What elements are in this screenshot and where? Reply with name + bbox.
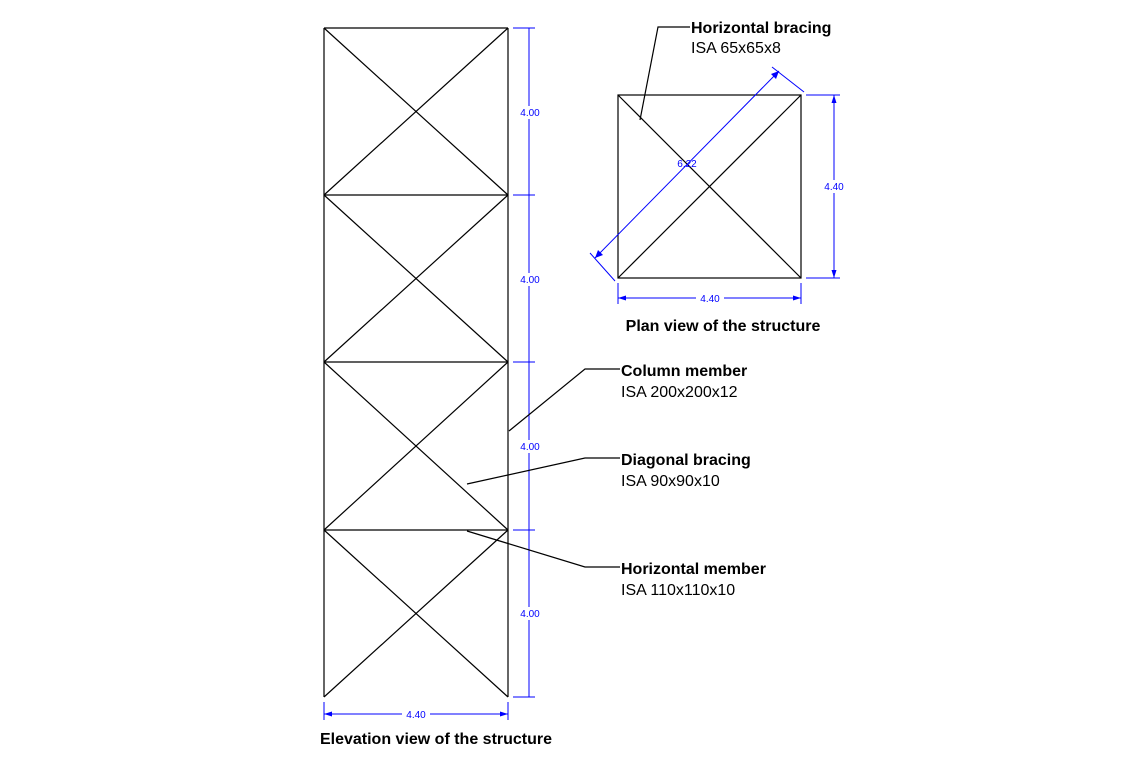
plan-outline	[617, 94, 802, 279]
elevation-width-dimension: 4.40	[323, 702, 509, 721]
callout-title: Horizontal bracing	[691, 20, 831, 37]
plan-depth-label: 4.40	[824, 182, 844, 193]
callout-section: ISA 90x90x10	[621, 473, 720, 490]
callout-section: ISA 65x65x8	[691, 40, 781, 57]
callout-title: Diagonal bracing	[621, 452, 751, 469]
panel-height-label: 4.00	[520, 442, 540, 453]
diagonal-brace-line	[323, 27, 509, 196]
plan-bracing-line	[617, 94, 802, 279]
elevation-width-label: 4.40	[406, 710, 426, 721]
diagonal-brace-line	[323, 194, 509, 363]
callout-section: ISA 110x110x10	[621, 582, 735, 599]
callout-title: Column member	[621, 363, 747, 380]
plan-diagonal-dimension: 6.22	[589, 66, 805, 282]
plan-width-label: 4.40	[700, 294, 720, 305]
diagonal-brace-line	[323, 529, 509, 698]
leader-line	[466, 457, 620, 485]
plan-width-dimension: 4.40	[617, 283, 802, 305]
elevation-view: 4.00 4.00 4.00 4.00 4.40 Elevation view …	[320, 27, 552, 748]
plan-depth-dimension: 4.40	[806, 94, 847, 279]
callout-horizontal-member: Horizontal member ISA 110x110x10	[466, 530, 766, 599]
elevation-height-dimensions: 4.00 4.00 4.00 4.00	[513, 27, 543, 698]
callout-diagonal-bracing: Diagonal bracing ISA 90x90x10	[466, 452, 751, 490]
callout-column-member: Column member ISA 200x200x12	[508, 363, 747, 432]
panel-height-label: 4.00	[520, 275, 540, 286]
plan-view: 6.22 4.40 4.40 Plan view of the structur…	[589, 66, 847, 335]
elevation-caption: Elevation view of the structure	[320, 731, 552, 748]
leader-line	[639, 26, 690, 121]
callout-section: ISA 200x200x12	[621, 384, 738, 401]
callout-horizontal-bracing: Horizontal bracing ISA 65x65x8	[639, 20, 831, 121]
leader-line	[466, 530, 620, 568]
plan-caption: Plan view of the structure	[626, 318, 821, 335]
leader-line	[508, 368, 620, 432]
plan-diagonal-label: 6.22	[677, 159, 697, 170]
diagonal-brace-line	[323, 361, 509, 531]
panel-height-label: 4.00	[520, 108, 540, 119]
panel-height-label: 4.00	[520, 609, 540, 620]
callout-title: Horizontal member	[621, 561, 766, 578]
